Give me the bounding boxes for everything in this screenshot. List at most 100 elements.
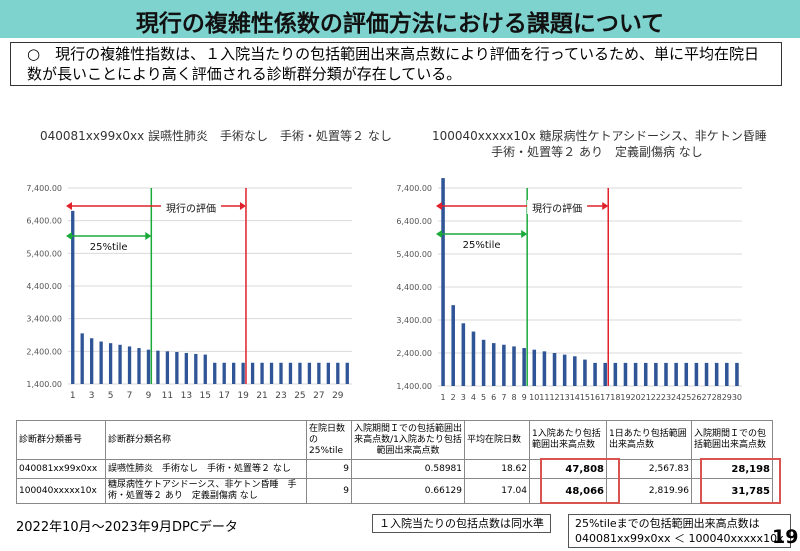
- callout-same-level: １入院当たりの包括点数は同水準: [372, 514, 551, 533]
- x-tick-label: 24: [671, 393, 681, 402]
- bar: [562, 354, 567, 386]
- bar: [269, 362, 274, 384]
- bar: [471, 331, 476, 386]
- bar: [623, 362, 628, 386]
- footnote: 2022年10月～2023年9月DPCデータ: [16, 520, 238, 535]
- note-box: ○ 現行の複雑性指数は、１入院当たりの包括範囲出来高点数により評価を行っているた…: [10, 42, 782, 86]
- chart2-title: 100040xxxxx10x 糖尿病性ケトアシドーシス、非ケトン昏睡 手術・処置…: [432, 128, 767, 160]
- bar: [735, 362, 739, 386]
- y-tick-label: 6,400.00: [26, 217, 62, 226]
- bar: [146, 349, 151, 384]
- bar: [90, 338, 94, 384]
- x-tick-label: 3: [461, 393, 466, 402]
- x-tick-label: 4: [471, 393, 476, 402]
- x-tick-label: 27: [701, 393, 711, 402]
- x-tick-label: 29: [722, 393, 732, 402]
- bar: [542, 351, 547, 386]
- data-table: 診断群分類番号 診断群分類名称 在院日数の25%tile 入院期間Ｉでの包括範囲…: [16, 420, 773, 504]
- bar: [674, 362, 678, 386]
- bar: [603, 362, 607, 386]
- y-tick-label: 3,400.00: [396, 316, 432, 325]
- note-text: ○ 現行の複雑性指数は、１入院当たりの包括範囲出来高点数により評価を行っているた…: [27, 45, 760, 83]
- x-tick-label: 23: [661, 393, 671, 402]
- y-tick-label: 2,400.00: [26, 347, 62, 356]
- table-cell: 9: [306, 478, 352, 504]
- bar: [552, 353, 557, 386]
- x-tick-label: 9: [146, 391, 152, 401]
- bar: [512, 346, 516, 386]
- chart1-title-line: 040081xx99x0xx 誤嚥性肺炎 手術なし 手術・処置等２ なし: [40, 129, 392, 143]
- table-cell: 0.58981: [351, 459, 465, 479]
- bar: [184, 352, 188, 384]
- bar: [714, 362, 719, 386]
- x-tick-label: 7: [501, 393, 506, 402]
- x-tick-label: 13: [181, 391, 192, 401]
- x-tick-label: 8: [511, 393, 516, 402]
- x-tick-label: 28: [712, 393, 722, 402]
- bar: [317, 362, 321, 384]
- p25-arrow-head-right: [521, 230, 528, 238]
- highlight-period1-points: [700, 458, 781, 504]
- table-cell: 48,066: [529, 478, 607, 504]
- p25-label: 25%tile: [463, 240, 501, 251]
- bar: [194, 353, 198, 384]
- table-header-cell: 平均在院日数: [464, 420, 530, 460]
- table-cell: 18.62: [464, 459, 530, 479]
- bar: [250, 362, 255, 384]
- table-cell: 2,819.96: [606, 478, 692, 504]
- x-tick-label: 17: [218, 391, 229, 401]
- bar: [222, 362, 226, 384]
- y-tick-label: 2,400.00: [396, 349, 432, 358]
- table-row: 100040xxxxx10x 糖尿病性ケトアシドーシス、非ケトン昏睡 手術・処置…: [16, 478, 773, 504]
- table-header-cell: 診断群分類名称: [105, 420, 307, 460]
- bar: [643, 362, 648, 386]
- x-tick-label: 9: [522, 393, 527, 402]
- bar: [522, 348, 526, 386]
- bar: [593, 362, 597, 386]
- x-tick-label: 5: [481, 393, 486, 402]
- x-tick-label: 29: [332, 391, 344, 401]
- table-row: 040081xx99x0xx 誤嚥性肺炎 手術なし 手術・処置等２ なし 9 0…: [16, 459, 773, 479]
- bar: [127, 346, 132, 384]
- bar: [491, 343, 496, 386]
- bar: [502, 344, 506, 386]
- y-tick-label: 3,400.00: [26, 315, 62, 324]
- table-cell: 糖尿病性ケトアシドーシス、非ケトン昏睡 手術・処置等２ あり 定義副傷病 なし: [105, 478, 307, 504]
- bar: [137, 348, 141, 384]
- bar: [232, 362, 236, 384]
- x-tick-label: 21: [641, 393, 651, 402]
- bar: [307, 362, 312, 384]
- bar: [108, 343, 113, 384]
- table-cell: 0.66129: [351, 478, 465, 504]
- period-arrow-head-right: [239, 202, 246, 210]
- chart2-bar-chart: 1,400.00 2,400.00 3,400.00 4,400.00 5,400.00…: [396, 178, 742, 402]
- bar: [80, 333, 84, 384]
- x-tick-label: 30: [732, 393, 742, 402]
- bar: [156, 350, 160, 384]
- x-tick-label: 20: [631, 393, 641, 402]
- y-tick-label: 4,400.00: [26, 282, 62, 291]
- bar: [345, 362, 349, 384]
- period-label: 現行の評価: [166, 202, 216, 215]
- x-tick-label: 1: [70, 391, 76, 401]
- bar: [684, 362, 689, 386]
- period-arrow-head-left: [436, 202, 442, 210]
- chart2-title-line2: 手術・処置等２ あり 定義副傷病 なし: [491, 145, 703, 159]
- x-tick-label: 17: [600, 393, 610, 402]
- bar: [654, 362, 658, 386]
- x-tick-label: 18: [610, 393, 620, 402]
- y-tick-label: 5,400.00: [26, 249, 62, 258]
- callout-p25-comparison: 25%tileまでの包括範囲出来高点数は 040081xx99x0xx ＜ 10…: [568, 514, 791, 548]
- x-tick-label: 19: [237, 391, 249, 401]
- x-tick-label: 10: [529, 393, 539, 402]
- table-cell: 誤嚥性肺炎 手術なし 手術・処置等２ なし: [105, 459, 307, 479]
- period-label: 現行の評価: [532, 202, 582, 215]
- y-tick-label: 1,400.00: [26, 380, 62, 389]
- x-tick-label: 14: [570, 393, 580, 402]
- bar: [71, 210, 75, 384]
- y-tick-label: 1,400.00: [396, 382, 432, 391]
- p25-arrow-head-right: [145, 232, 152, 240]
- x-tick-label: 13: [560, 393, 570, 402]
- x-tick-label: 12: [549, 393, 559, 402]
- table-cell: 9: [306, 459, 352, 479]
